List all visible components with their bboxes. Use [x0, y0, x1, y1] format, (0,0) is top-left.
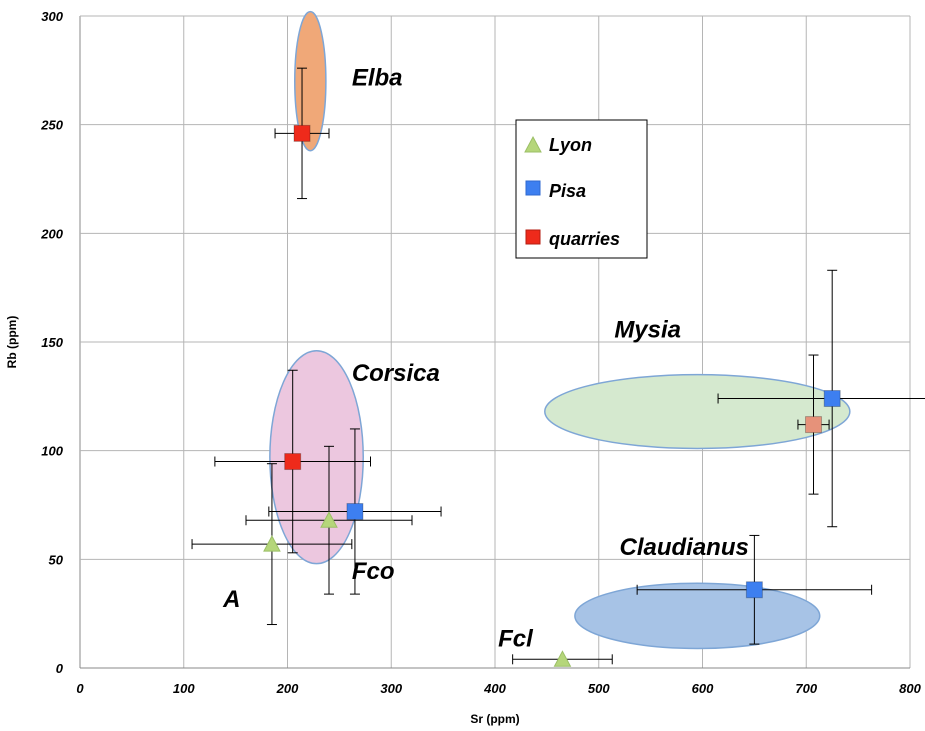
y-tick-label: 300: [41, 9, 63, 24]
legend-label-quarries: quarries: [549, 229, 620, 249]
legend-marker-pisa: [525, 180, 541, 196]
annotation-elba: Elba: [352, 65, 403, 92]
x-tick-label: 500: [588, 681, 610, 696]
region-ellipse-corsica: [269, 349, 364, 565]
data-point-other: [805, 416, 823, 434]
legend-marker-quarries: [525, 229, 541, 245]
y-tick-label: 100: [41, 444, 63, 459]
region-ellipse-mysia: [544, 373, 851, 450]
annotation-fcl: Fcl: [498, 625, 534, 652]
y-tick-label: 0: [56, 661, 64, 676]
legend-label-pisa: Pisa: [549, 181, 586, 201]
annotation-corsica: Corsica: [352, 360, 440, 387]
legend: Lyon Pisa quarries: [515, 119, 648, 259]
data-point-lyon: [263, 535, 281, 552]
x-tick-label: 200: [276, 681, 299, 696]
x-tick-label: 600: [692, 681, 714, 696]
y-tick-labels: 0 50 100 150 200 250 300: [40, 9, 63, 676]
grid: [79, 15, 911, 669]
x-tick-label: 400: [483, 681, 506, 696]
y-tick-label: 250: [40, 118, 63, 133]
y-tick-label: 150: [41, 335, 63, 350]
region-labels: Elba Corsica Mysia Claudianus Fco A Fcl: [222, 65, 749, 653]
data-point-quarries: [284, 453, 302, 471]
x-tick-label: 100: [173, 681, 195, 696]
x-tick-label: 0: [76, 681, 84, 696]
x-tick-label: 800: [899, 681, 921, 696]
data-point-quarries: [293, 124, 311, 142]
x-tick-label: 700: [795, 681, 817, 696]
region-ellipse-claudianus: [574, 582, 821, 650]
legend-marker-lyon: [524, 135, 542, 153]
y-axis-title: Rb (ppm): [5, 316, 19, 369]
annotation-fco: Fco: [352, 558, 395, 585]
data-point-pisa: [823, 390, 841, 408]
x-tick-label: 300: [380, 681, 402, 696]
data-markers: [263, 124, 841, 667]
data-point-pisa: [346, 503, 364, 521]
regions: [269, 10, 851, 650]
data-point-lyon: [320, 511, 338, 528]
y-tick-label: 50: [49, 552, 64, 567]
annotation-claudianus: Claudianus: [620, 534, 749, 561]
data-point-pisa: [745, 581, 763, 599]
region-ellipse-elba: [294, 10, 327, 152]
legend-label-lyon: Lyon: [549, 135, 592, 155]
x-tick-labels: 0 100 200 300 400 500 600 700 800: [76, 681, 921, 696]
annotation-mysia: Mysia: [614, 317, 681, 344]
annotation-a: A: [222, 586, 240, 613]
data-point-lyon: [553, 650, 572, 667]
y-tick-label: 200: [40, 226, 63, 241]
x-axis-title: Sr (ppm): [470, 712, 519, 726]
